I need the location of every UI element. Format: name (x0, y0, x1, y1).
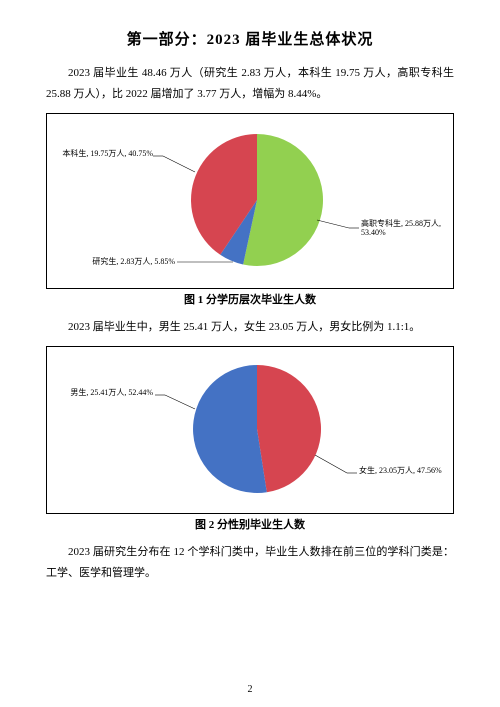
chart-2-caption: 图 2 分性别毕业生人数 (46, 516, 454, 532)
slice-female (257, 365, 321, 492)
chart-2-pie (47, 347, 453, 513)
label-graduate-text: 研究生, 2.83万人, 5.85% (92, 257, 175, 266)
label-undergraduate: 本科生, 19.75万人, 40.75% (53, 150, 153, 159)
label-male: 男生, 25.41万人, 52.44% (53, 389, 153, 398)
page-title: 第一部分：2023 届毕业生总体状况 (46, 28, 454, 49)
label-graduate: 研究生, 2.83万人, 5.85% (81, 258, 175, 267)
slice-male (193, 365, 267, 493)
label-female-text: 女生, 23.05万人, 47.56% (359, 466, 442, 475)
intro-paragraph-1: 2023 届毕业生 48.46 万人（研究生 2.83 万人，本科生 19.75… (46, 63, 454, 105)
page-number: 2 (0, 684, 500, 695)
chart-2-frame: 女生, 23.05万人, 47.56% 男生, 25.41万人, 52.44% (46, 346, 454, 514)
label-male-text: 男生, 25.41万人, 52.44% (70, 388, 153, 397)
label-vocational: 高职专科生, 25.88万人, 53.40% (361, 220, 447, 238)
intro-paragraph-2: 2023 届毕业生中，男生 25.41 万人，女生 23.05 万人，男女比例为… (46, 317, 454, 338)
chart-1-caption: 图 1 分学历层次毕业生人数 (46, 291, 454, 307)
label-female: 女生, 23.05万人, 47.56% (359, 467, 442, 476)
label-undergraduate-text: 本科生, 19.75万人, 40.75% (62, 149, 153, 158)
chart-1-frame: 高职专科生, 25.88万人, 53.40% 研究生, 2.83万人, 5.85… (46, 113, 454, 289)
label-vocational-text: 高职专科生, 25.88万人, 53.40% (361, 220, 447, 238)
intro-paragraph-3: 2023 届研究生分布在 12 个学科门类中，毕业生人数排在前三位的学科门类是：… (46, 542, 454, 584)
